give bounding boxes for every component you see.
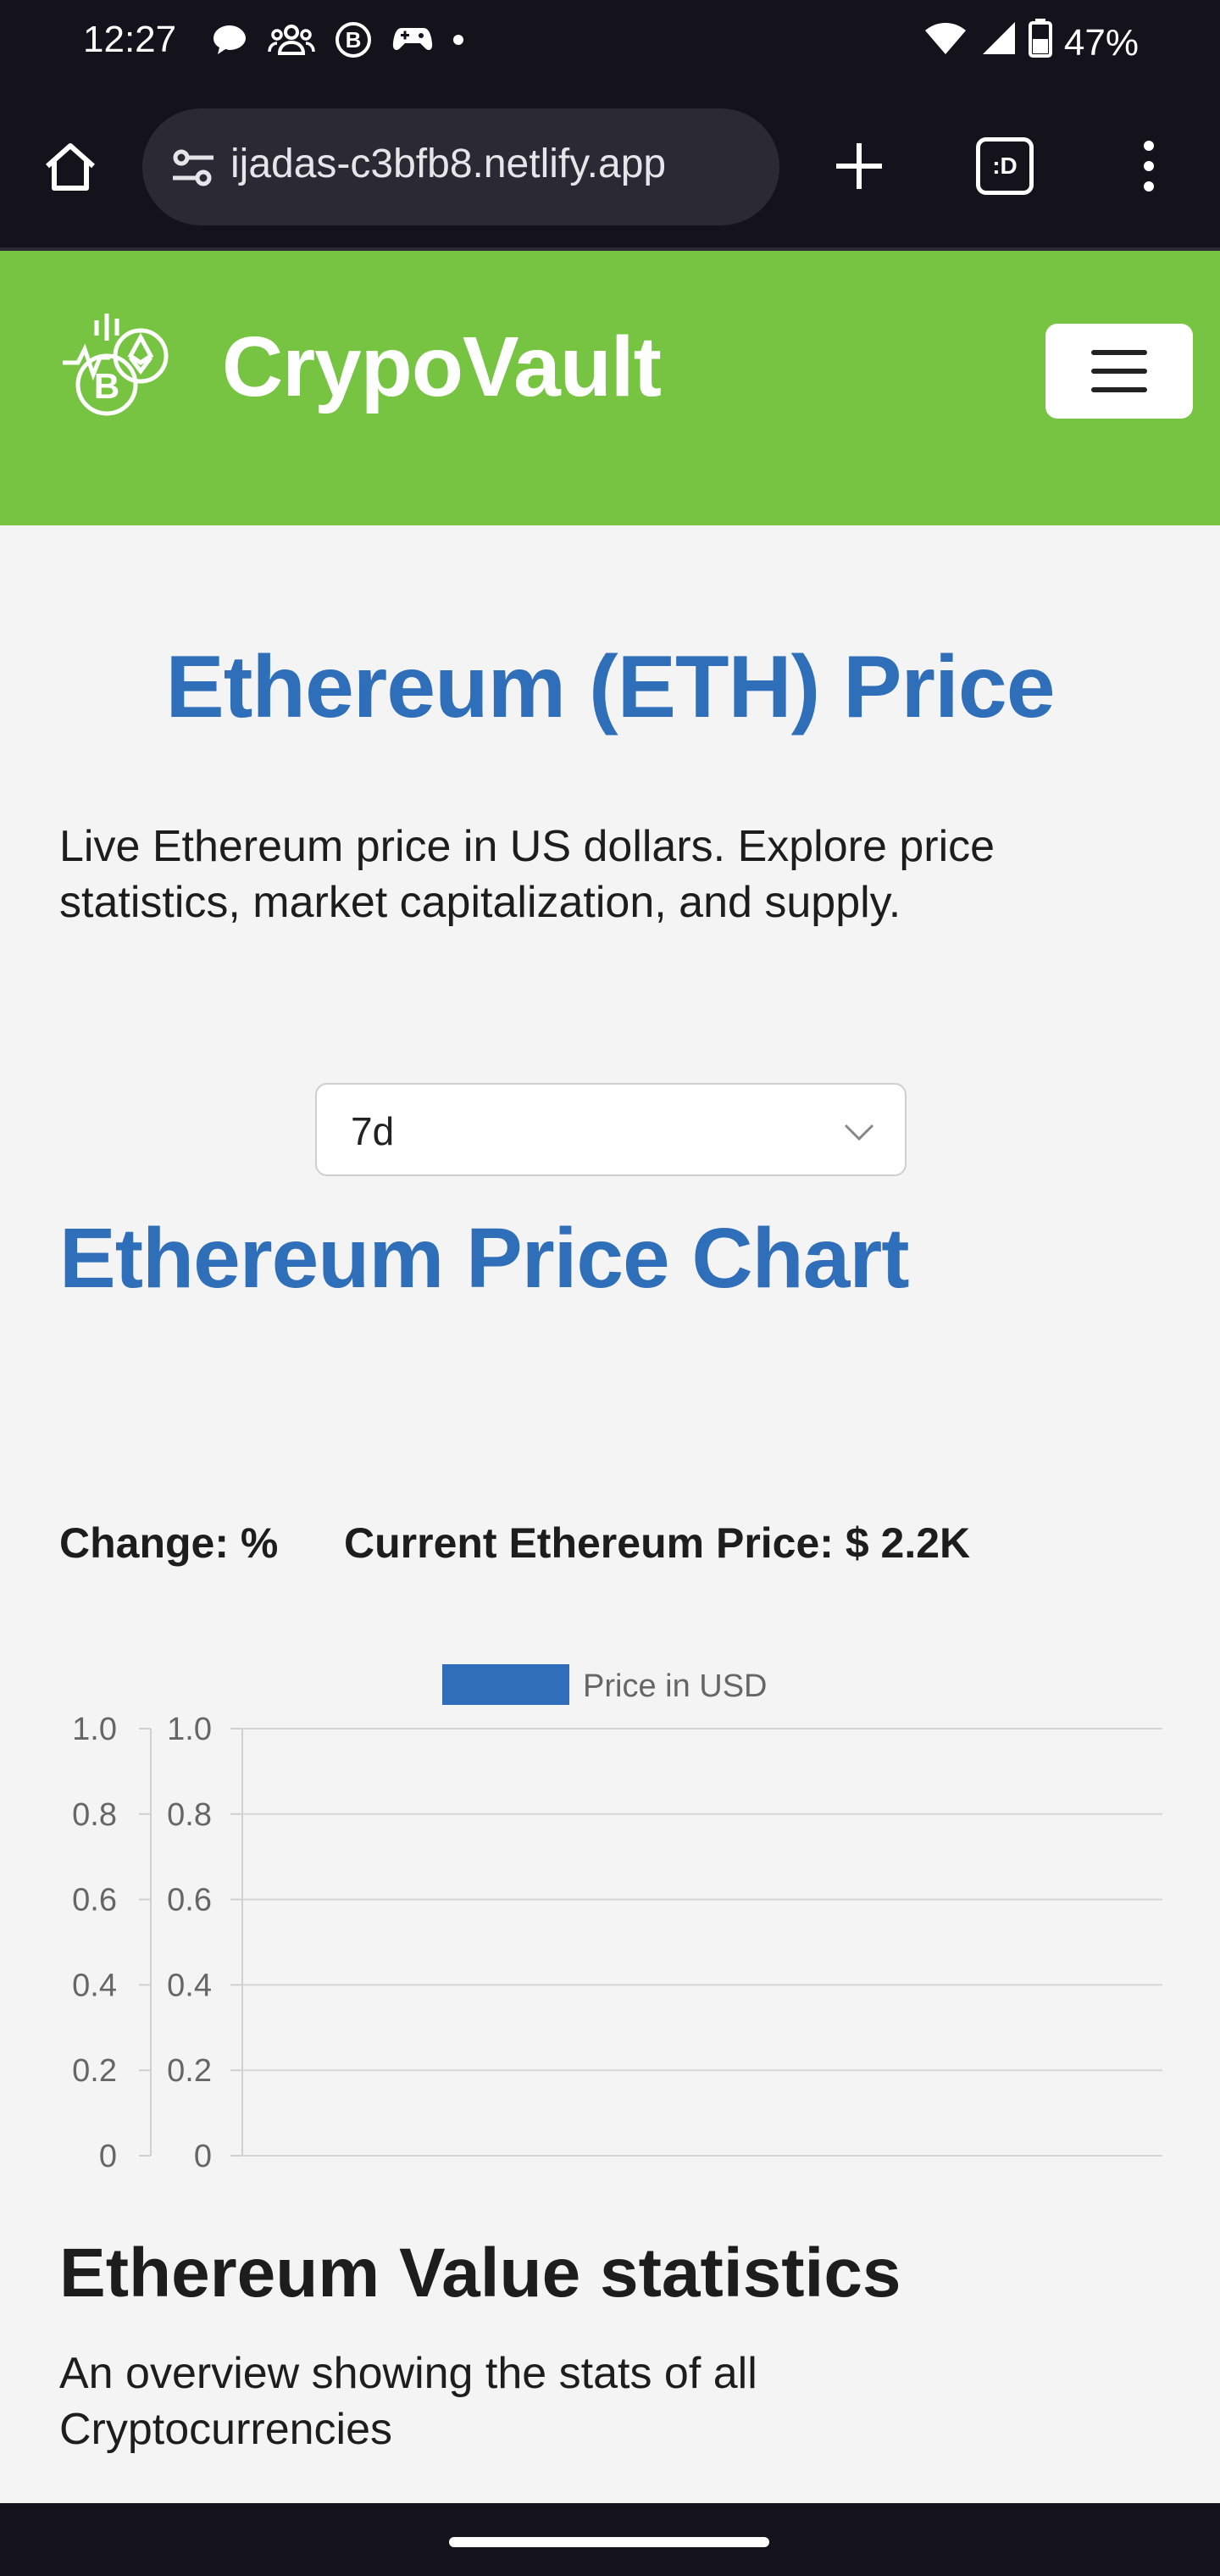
- navbar-toggle-button[interactable]: [1045, 324, 1193, 419]
- browser-toolbar: ijadas-c3bfb8.netlify.app :D: [0, 85, 1220, 251]
- y-tick-label: 0.6: [72, 1883, 117, 1918]
- y-tick-label: 0: [194, 2139, 212, 2169]
- y-tick-label: 0.8: [167, 1797, 212, 1833]
- url-text[interactable]: ijadas-c3bfb8.netlify.app: [230, 142, 667, 186]
- system-navigation-bar: [0, 2503, 1220, 2576]
- menu-dot: [1144, 181, 1154, 192]
- battery-percent: 47%: [1063, 21, 1139, 64]
- menu-dot: [1144, 141, 1154, 151]
- status-bar: 12:27 B 47%: [0, 0, 1220, 85]
- tab-switcher-button[interactable]: :D: [976, 137, 1034, 195]
- site-navbar: B CrypoVault: [0, 251, 1220, 525]
- group-icon: [268, 23, 315, 57]
- notification-icons: B: [210, 20, 464, 59]
- site-settings-icon[interactable]: [168, 142, 219, 193]
- hamburger-line: [1091, 350, 1147, 355]
- wifi-icon: [923, 20, 968, 65]
- b-circle-icon: B: [334, 20, 373, 59]
- legend-label: Price in USD: [583, 1668, 768, 1704]
- y-tick-label: 0.2: [72, 2053, 117, 2089]
- price-chart-svg: Price in USD 1.0 1.0 0.8 0.8 0.6 0.6 0.4 0.4 0.2 0…: [72, 1664, 1162, 2174]
- y-tick-label: 0.6: [167, 1883, 212, 1918]
- plus-icon: [836, 143, 882, 189]
- y-tick-label: 1.0: [167, 1712, 212, 1747]
- intro-text: Live Ethereum price in US dollars. Explo…: [59, 822, 995, 927]
- y-tick-label: 0.8: [72, 1797, 117, 1833]
- new-tab-button[interactable]: [824, 130, 895, 202]
- change-percent: Change: %: [59, 1519, 279, 1567]
- hamburger-line: [1091, 369, 1147, 374]
- y-tick-label: 1.0: [72, 1712, 117, 1747]
- game-controller-icon: [391, 23, 434, 57]
- y-tick-label: 0: [99, 2139, 117, 2169]
- battery-icon: [1028, 19, 1052, 67]
- y-tick-label: 0.4: [72, 1968, 117, 2003]
- svg-text:B: B: [94, 366, 119, 406]
- status-time: 12:27: [83, 19, 177, 60]
- crypto-coins-logo-icon[interactable]: B: [58, 307, 176, 425]
- toolbar-divider: [0, 247, 1220, 251]
- brand-name[interactable]: CrypoVault: [222, 319, 662, 414]
- page-title: Ethereum (ETH) Price: [165, 638, 1055, 736]
- time-range-select[interactable]: 7d: [315, 1083, 907, 1176]
- system-icons: 47%: [923, 19, 1139, 67]
- address-bar[interactable]: ijadas-c3bfb8.netlify.app: [142, 108, 779, 225]
- signal-icon: [979, 20, 1017, 65]
- home-button[interactable]: [37, 134, 103, 200]
- time-range-value: 7d: [351, 1109, 395, 1153]
- chat-bubble-icon: [210, 23, 249, 57]
- tab-count: :D: [992, 153, 1018, 179]
- browser-menu-button[interactable]: [1123, 130, 1174, 202]
- hamburger-line: [1091, 387, 1147, 392]
- y-tick-label: 0.4: [167, 1968, 212, 2003]
- stats-heading: Ethereum Value statistics: [59, 2235, 901, 2312]
- legend-swatch: [442, 1664, 569, 1705]
- menu-dot: [1144, 161, 1154, 171]
- chevron-down-icon: [844, 1124, 874, 1141]
- chart-heading: Ethereum Price Chart: [59, 1211, 910, 1306]
- dot-icon: [452, 34, 464, 46]
- home-gesture-handle[interactable]: [449, 2537, 769, 2547]
- y-tick-label: 0.2: [167, 2053, 212, 2089]
- stats-description: An overview showing the stats of all Cry…: [59, 2349, 757, 2454]
- home-icon: [46, 143, 95, 191]
- price-chart: Price in USD 1.0 1.0 0.8 0.8 0.6 0.6 0.4 0.4 0.2 0…: [0, 1644, 1220, 2174]
- current-price: Current Ethereum Price: $ 2.2K: [344, 1519, 971, 1567]
- svg-text:B: B: [346, 27, 362, 53]
